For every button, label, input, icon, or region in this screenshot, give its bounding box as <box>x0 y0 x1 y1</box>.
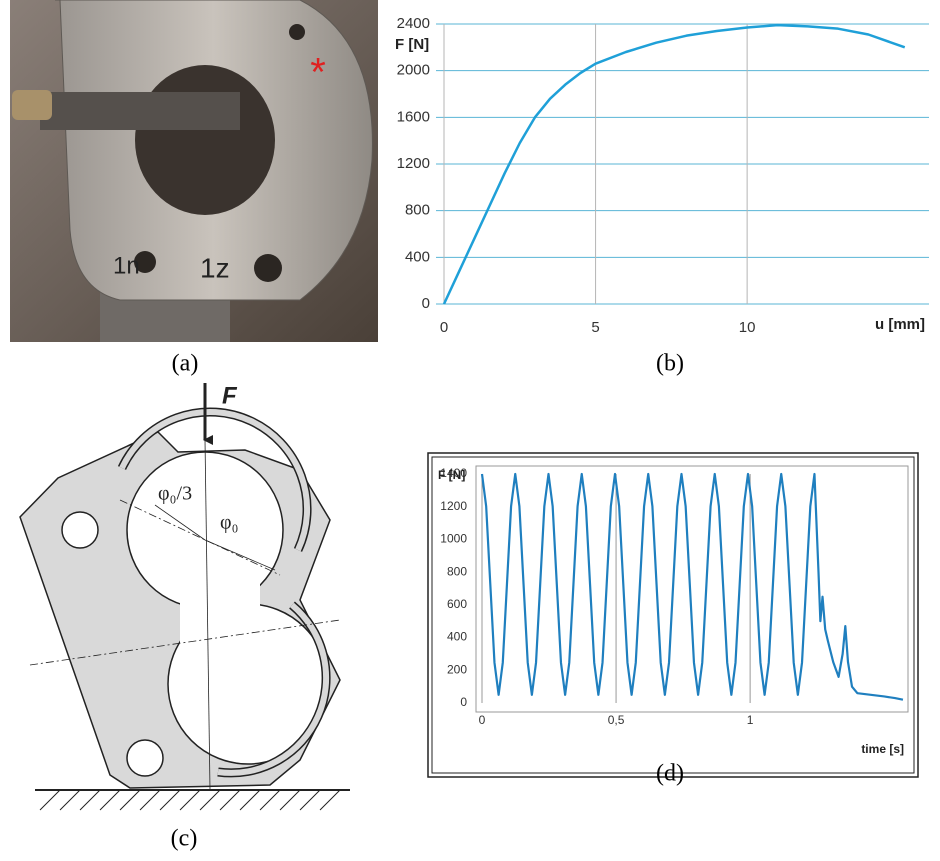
y-tick-label: 400 <box>447 630 467 644</box>
y-tick-label: 1400 <box>440 466 467 480</box>
x-tick-label: 5 <box>591 319 599 336</box>
y-tick-label: 0 <box>460 695 467 709</box>
handwritten-mark: 1n <box>113 252 140 279</box>
data-line <box>442 23 906 305</box>
x-tick-label: 0,5 <box>608 713 625 727</box>
y-axis-title: F [N] <box>395 36 429 53</box>
y-tick-label: 0 <box>422 295 430 312</box>
force-label: F <box>222 382 238 409</box>
x-tick-label: 0 <box>440 319 448 336</box>
asterisk: * <box>310 51 326 95</box>
y-tick-label: 2400 <box>397 15 430 32</box>
y-tick-label: 1600 <box>397 108 430 125</box>
handwritten-mark: 1z <box>200 252 230 283</box>
chart-frame <box>431 456 915 774</box>
y-tick-label: 200 <box>447 662 467 676</box>
y-tick-label: 1200 <box>397 155 430 172</box>
angle-label: φ₀/3 <box>158 483 192 505</box>
panel-label: (c) <box>171 826 198 852</box>
y-axis-title: F [N] <box>438 468 465 482</box>
diagram: F φ₀/3 φ₀ <box>19 382 350 811</box>
x-axis-title: time [s] <box>861 742 904 756</box>
x-tick-label: 10 <box>739 319 756 336</box>
y-tick-label: 1000 <box>440 532 467 546</box>
angle-label: φ₀ <box>220 512 239 534</box>
y-tick-label: 2000 <box>397 62 430 79</box>
y-tick-label: 800 <box>447 564 467 578</box>
y-tick-label: 800 <box>405 202 430 219</box>
photo: * 1n 1z <box>10 0 378 342</box>
y-tick-label: 1200 <box>440 499 467 513</box>
y-tick-label: 600 <box>447 597 467 611</box>
x-axis-title: u [mm] <box>875 316 925 333</box>
panel-label: (d) <box>656 761 684 787</box>
panel-label: (a) <box>172 351 199 377</box>
x-tick-label: 0 <box>479 713 486 727</box>
y-tick-label: 400 <box>405 248 430 265</box>
panel-label: (b) <box>656 351 684 377</box>
data-line <box>480 472 904 701</box>
plot-area <box>475 465 909 713</box>
x-tick-label: 1 <box>747 713 754 727</box>
chart-frame <box>427 452 919 778</box>
